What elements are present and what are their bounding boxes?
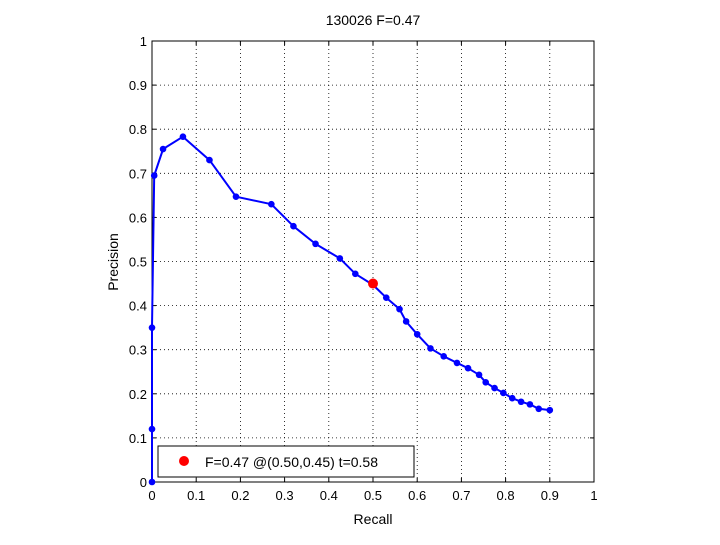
data-point — [150, 172, 158, 179]
y-tick-label: 0.8 — [129, 122, 147, 137]
best-point-layer — [368, 278, 378, 289]
x-tick-label: 0.3 — [276, 488, 294, 503]
y-tick-label: 0.3 — [129, 343, 147, 358]
data-point — [526, 401, 534, 408]
data-point — [336, 255, 344, 262]
legend-marker — [179, 456, 189, 466]
y-tick-label: 0.9 — [129, 78, 147, 93]
data-point — [382, 294, 390, 301]
data-point — [440, 353, 448, 360]
y-tick-label: 1 — [140, 34, 147, 49]
data-point — [508, 394, 516, 402]
data-point — [402, 318, 410, 325]
y-tick-label: 0.4 — [129, 299, 147, 314]
data-point — [453, 359, 461, 367]
data-point — [396, 305, 403, 313]
best-f-point — [368, 278, 378, 289]
data-point — [535, 405, 543, 413]
data-point — [148, 478, 156, 486]
x-tick-label: 0.8 — [497, 488, 515, 503]
y-tick-label: 0.6 — [129, 210, 147, 225]
data-point — [475, 371, 483, 379]
data-point — [546, 406, 554, 414]
y-tick-label: 0.5 — [129, 255, 147, 270]
y-tick-label: 0.1 — [129, 431, 147, 446]
legend: F=0.47 @(0.50,0.45) t=0.58 — [157, 445, 415, 478]
x-tick-label: 0.6 — [408, 488, 426, 503]
y-tick-label: 0.2 — [129, 387, 147, 402]
x-tick-label: 0.4 — [320, 488, 338, 503]
data-point — [206, 156, 213, 164]
data-point — [413, 330, 421, 338]
x-axis-label: Recall — [354, 511, 393, 527]
data-point — [268, 200, 275, 208]
x-tick-label: 0.2 — [231, 488, 249, 503]
x-tick-label: 1 — [590, 488, 597, 503]
y-axis-label: Precision — [105, 233, 121, 291]
data-point — [491, 384, 498, 392]
data-point — [482, 379, 490, 386]
x-tick-label: 0.7 — [452, 488, 470, 503]
y-tick-label: 0 — [140, 475, 147, 490]
legend-label: F=0.47 @(0.50,0.45) t=0.58 — [205, 454, 378, 470]
data-point — [464, 364, 472, 372]
data-point — [159, 145, 167, 153]
series-line — [151, 135, 550, 482]
data-point — [148, 324, 156, 331]
data-point — [290, 222, 297, 230]
x-tick-label: 0.5 — [364, 488, 382, 503]
data-point — [427, 345, 434, 352]
x-tick-label: 0 — [148, 488, 155, 503]
x-tick-label: 0.9 — [541, 488, 559, 503]
legend-box — [157, 445, 415, 478]
data-point — [312, 240, 319, 248]
data-point — [517, 398, 525, 406]
x-tick-label: 0.1 — [187, 488, 205, 503]
chart-title: 130026 F=0.47 — [326, 12, 421, 28]
axis-ticks: 0 0.1 0.2 0.3 0.4 0.5 0.6 0.7 0.8 0.9 1 0 0.1 0.2 0.3 0… — [129, 34, 598, 503]
data-point — [148, 425, 156, 433]
series-layer — [148, 133, 554, 486]
data-point — [500, 389, 507, 397]
grid — [152, 41, 594, 482]
data-point — [179, 133, 187, 140]
y-tick-label: 0.7 — [129, 166, 147, 181]
data-point — [232, 193, 240, 200]
data-point — [352, 270, 359, 278]
